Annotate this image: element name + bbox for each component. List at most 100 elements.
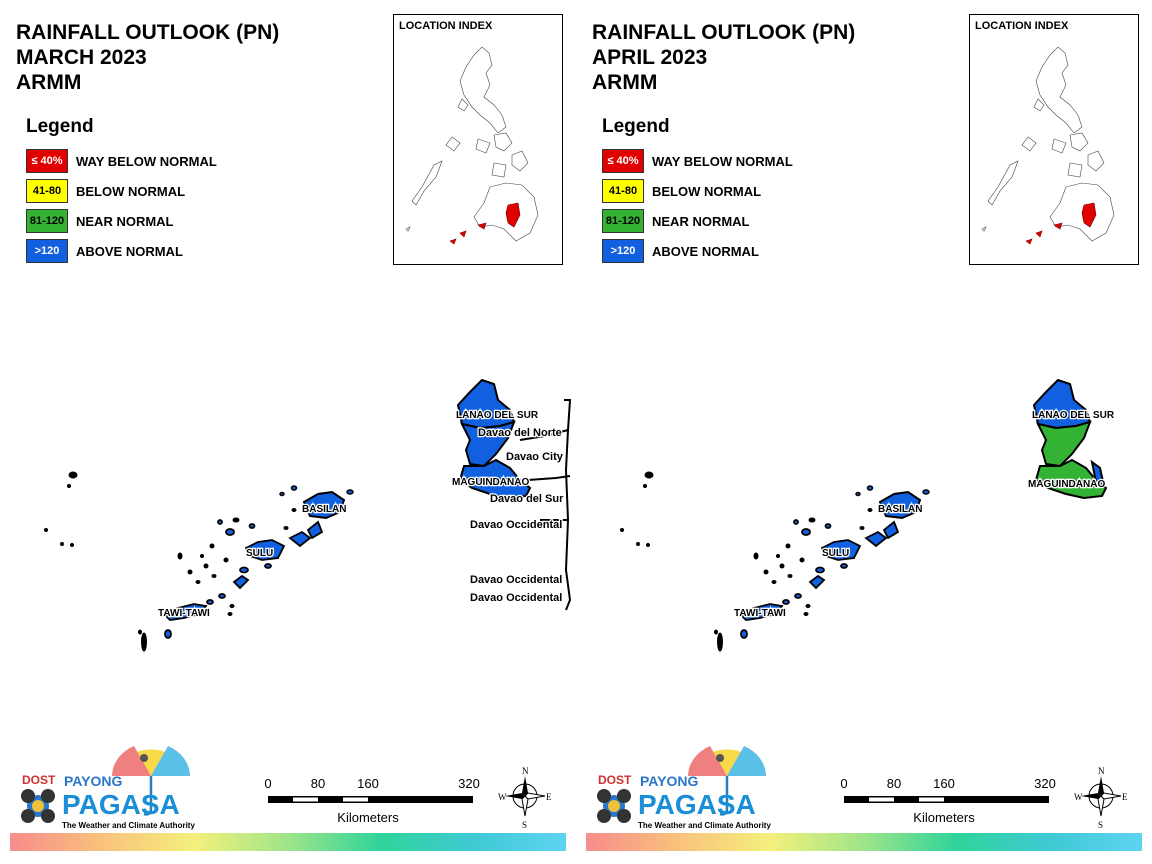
scale-units: Kilometers (913, 810, 975, 825)
scale-bar-graphic (844, 796, 1049, 803)
outlook-panel-april: RAINFALL OUTLOOK (PN) APRIL 2023 ARMM Le… (576, 0, 1152, 864)
pagasa-logo: DOST PAYONG PAGASA The Weather and Clima… (592, 738, 772, 833)
legend-row: ≤ 40% WAY BELOW NORMAL (26, 148, 217, 174)
scale-tick-160: 160 (357, 776, 379, 791)
province-basilan (878, 490, 922, 520)
label-basilan: BASILAN (302, 504, 346, 515)
north-arrow: N S E W (498, 762, 552, 830)
label-davao-occidental-2: Davao Occidental (470, 574, 562, 586)
legend-row: 41-80 BELOW NORMAL (602, 178, 793, 204)
title-region: ARMM (16, 71, 82, 94)
compass-e: E (546, 792, 552, 802)
province-lanao-del-sur-south (460, 420, 516, 468)
scale-tick-0: 0 (840, 776, 848, 791)
legend-label: BELOW NORMAL (652, 183, 762, 199)
province-map: LANAO DEL SUR Davao del Norte Davao City… (44, 378, 572, 652)
label-sulu: SULU (246, 548, 273, 559)
footer-gradient-bar (10, 833, 566, 851)
province-tawi-tawi (162, 574, 250, 639)
title-month: MARCH 2023 (16, 46, 147, 69)
compass-s: S (522, 820, 527, 830)
legend-title: Legend (26, 116, 94, 137)
label-tawi-tawi: TAWI-TAWI (734, 608, 786, 619)
title-line-1: RAINFALL OUTLOOK (PN) (16, 21, 280, 44)
province-tawi-tawi (738, 574, 826, 639)
legend-label: NEAR NORMAL (76, 213, 174, 229)
legend-swatch: >120 (602, 239, 644, 263)
label-davao-city: Davao City (506, 451, 564, 463)
philippines-outline-map (981, 46, 1115, 245)
compass-n: N (1098, 766, 1105, 776)
scale-units: Kilometers (337, 810, 399, 825)
label-maguindanao: MAGUINDANAO (1028, 479, 1105, 490)
legend-row: 81-120 NEAR NORMAL (602, 208, 793, 234)
scale-bar: 0 80 160 320 Kilometers (838, 776, 1068, 836)
payong-text: PAYONG (64, 773, 122, 789)
scale-tick-160: 160 (933, 776, 955, 791)
legend-swatch: 41-80 (26, 179, 68, 203)
legend-title: Legend (602, 116, 670, 137)
legend: Legend ≤ 40% WAY BELOW NORMAL 41-80 BELOW N… (26, 116, 217, 268)
outlook-panel-march: RAINFALL OUTLOOK (PN) MARCH 2023 ARMM Le… (10, 14, 572, 851)
tagline-text: The Weather and Climate Authority (62, 821, 195, 830)
label-davao-occidental-3: Davao Occidental (470, 592, 562, 604)
legend-row: >120 ABOVE NORMAL (26, 238, 217, 264)
label-basilan: BASILAN (878, 504, 922, 515)
dost-text: DOST (22, 773, 56, 787)
umbrella-logo-graphic: DOST PAYONG PAGASA The Weather and Clima… (597, 746, 771, 830)
location-index: LOCATION INDEX (969, 14, 1139, 265)
province-map: LANAO DEL SUR MAGUINDANAO BASILAN SULU T… (620, 378, 1116, 652)
compass-rose-icon: N S E W (498, 766, 552, 830)
pagasa-logo: DOST PAYONG PAGASA The Weather and Clima… (16, 738, 196, 833)
scale-ticks: 0 80 160 320 (262, 776, 492, 792)
tagline-text: The Weather and Climate Authority (638, 821, 771, 830)
legend-label: BELOW NORMAL (76, 183, 186, 199)
legend-swatch: ≤ 40% (602, 149, 644, 173)
pagasa-text: PAGASA (638, 789, 756, 820)
panel-title: RAINFALL OUTLOOK (PN) APRIL 2023 ARMM (592, 20, 855, 95)
legend-swatch: ≤ 40% (26, 149, 68, 173)
title-line-1: RAINFALL OUTLOOK (PN) (592, 21, 856, 44)
legend-swatch: 41-80 (602, 179, 644, 203)
legend-row: 41-80 BELOW NORMAL (26, 178, 217, 204)
label-lanao-del-sur: LANAO DEL SUR (1032, 410, 1115, 421)
compass-e: E (1122, 792, 1128, 802)
scale-tick-320: 320 (1034, 776, 1056, 791)
scale-tick-80: 80 (886, 776, 902, 791)
scale-tick-320: 320 (458, 776, 480, 791)
legend-label: WAY BELOW NORMAL (76, 153, 217, 169)
legend-label: WAY BELOW NORMAL (652, 153, 793, 169)
compass-w: W (498, 792, 507, 802)
legend-swatch: 81-120 (602, 209, 644, 233)
compass-n: N (522, 766, 529, 776)
province-sulu (793, 519, 900, 574)
dost-text: DOST (598, 773, 632, 787)
title-month: APRIL 2023 (592, 46, 708, 69)
legend-swatch: >120 (26, 239, 68, 263)
legend-label: ABOVE NORMAL (76, 243, 183, 259)
label-tawi-tawi: TAWI-TAWI (158, 608, 210, 619)
legend-row: 81-120 NEAR NORMAL (26, 208, 217, 234)
label-sulu: SULU (822, 548, 849, 559)
scale-bar-graphic (268, 796, 473, 803)
scale-ticks: 0 80 160 320 (838, 776, 1068, 792)
province-maguindanao-east (1090, 459, 1106, 488)
panel-title: RAINFALL OUTLOOK (PN) MARCH 2023 ARMM (16, 20, 279, 95)
legend: Legend ≤ 40% WAY BELOW NORMAL 41-80 BELOW N… (602, 116, 793, 268)
title-region: ARMM (592, 71, 658, 94)
scale-tick-0: 0 (264, 776, 272, 791)
philippines-outline-map (405, 46, 539, 245)
province-sulu (217, 519, 324, 574)
compass-s: S (1098, 820, 1103, 830)
legend-rows: ≤ 40% WAY BELOW NORMAL 41-80 BELOW NORMAL 81… (602, 148, 793, 264)
label-davao-del-sur: Davao del Sur (490, 493, 564, 505)
location-index-title: LOCATION INDEX (975, 20, 1069, 32)
location-index-title: LOCATION INDEX (399, 20, 493, 32)
legend-swatch: 81-120 (26, 209, 68, 233)
province-maguindanao (1034, 458, 1108, 500)
legend-row: ≤ 40% WAY BELOW NORMAL (602, 148, 793, 174)
scale-bar: 0 80 160 320 Kilometers (262, 776, 492, 836)
scale-tick-80: 80 (310, 776, 326, 791)
province-basilan (302, 490, 346, 520)
legend-rows: ≤ 40% WAY BELOW NORMAL 41-80 BELOW NORMAL 81… (26, 148, 217, 264)
